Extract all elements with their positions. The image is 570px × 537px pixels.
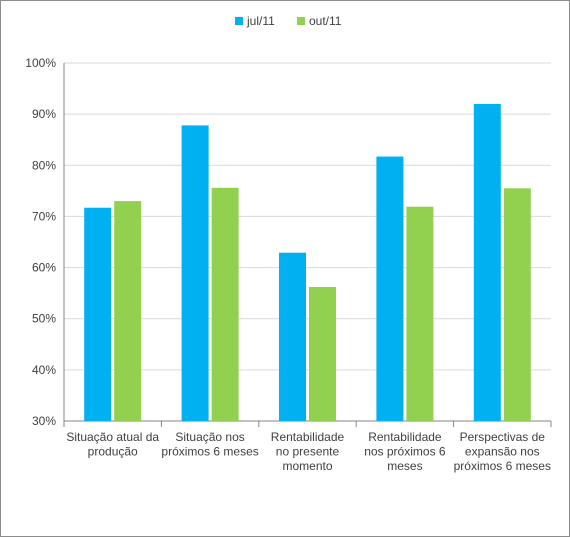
category-label: expansão nos <box>465 445 540 459</box>
bar-jul-11 <box>473 103 501 422</box>
y-tick-label: 90% <box>32 107 56 121</box>
bar-out-11 <box>211 187 239 421</box>
category-label: momento <box>282 459 332 473</box>
bar-out-11 <box>309 287 336 421</box>
category-label: próximos 6 meses <box>454 459 551 473</box>
y-tick-label: 40% <box>32 363 56 377</box>
y-tick-label: 50% <box>32 312 56 326</box>
category-label: produção <box>88 445 138 459</box>
category-label: Perspectivas de <box>460 430 546 444</box>
bar-out-11 <box>114 201 142 421</box>
bar-out-11 <box>503 188 531 421</box>
category-label: Situação atual da <box>66 430 159 444</box>
category-label: próximos 6 meses <box>161 445 258 459</box>
y-tick-label: 70% <box>32 209 56 223</box>
category-label: no presente <box>276 445 340 459</box>
bar-jul-11 <box>279 252 306 421</box>
bar-jul-11 <box>376 156 404 421</box>
y-tick-label: 80% <box>32 158 56 172</box>
y-tick-label: 60% <box>32 261 56 275</box>
y-tick-label: 30% <box>32 414 56 428</box>
bar-jul-11 <box>181 125 209 421</box>
bar-jul-11 <box>84 207 112 421</box>
bar-out-11 <box>406 206 434 421</box>
y-tick-label: 100% <box>25 56 56 70</box>
category-label: Rentabilidade <box>271 430 345 444</box>
category-label: Situação nos <box>175 430 244 444</box>
legend-swatch <box>235 17 243 25</box>
legend-swatch <box>297 17 305 25</box>
category-label: nos próximos 6 <box>364 445 446 459</box>
legend-label: out/11 <box>309 14 342 28</box>
category-label: meses <box>387 459 422 473</box>
category-label: Rentabilidade <box>368 430 442 444</box>
legend-label: jul/11 <box>246 14 275 28</box>
